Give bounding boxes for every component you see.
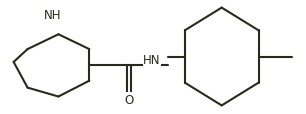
Text: O: O — [125, 93, 134, 106]
Text: NH: NH — [44, 9, 61, 22]
Text: HN: HN — [143, 54, 161, 67]
